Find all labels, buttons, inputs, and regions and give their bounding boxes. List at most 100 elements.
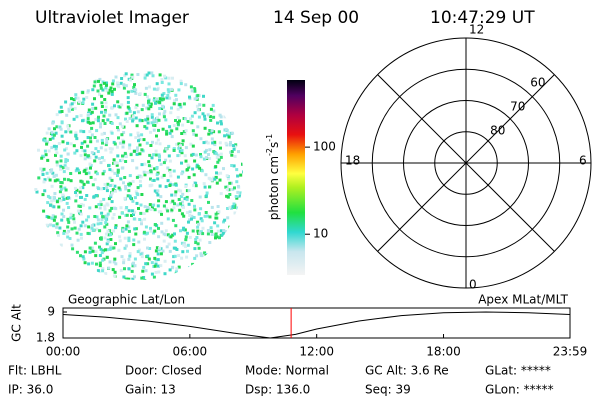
image-pixel bbox=[223, 115, 227, 119]
image-pixel bbox=[78, 190, 82, 194]
image-pixel bbox=[189, 117, 192, 121]
image-pixel bbox=[131, 119, 135, 123]
image-pixel bbox=[188, 95, 191, 99]
image-pixel bbox=[135, 175, 139, 179]
image-pixel bbox=[129, 133, 133, 137]
image-pixel bbox=[134, 232, 138, 236]
image-pixel bbox=[107, 91, 111, 95]
image-pixel bbox=[172, 124, 176, 127]
image-pixel bbox=[143, 92, 147, 96]
image-pixel bbox=[152, 87, 156, 91]
image-pixel bbox=[103, 225, 107, 229]
image-pixel bbox=[52, 218, 56, 222]
image-pixel bbox=[176, 122, 180, 126]
image-pixel bbox=[188, 266, 192, 270]
image-pixel bbox=[147, 164, 151, 168]
image-pixel bbox=[98, 92, 101, 96]
image-pixel bbox=[183, 154, 187, 158]
image-pixel bbox=[92, 152, 96, 156]
image-pixel bbox=[208, 115, 212, 119]
image-pixel bbox=[186, 120, 190, 123]
image-pixel bbox=[175, 142, 179, 146]
image-pixel bbox=[91, 107, 95, 110]
image-pixel bbox=[74, 191, 77, 194]
image-pixel bbox=[192, 216, 196, 219]
image-pixel bbox=[155, 82, 159, 86]
image-pixel bbox=[198, 238, 202, 242]
image-pixel bbox=[142, 276, 146, 279]
image-pixel bbox=[200, 169, 204, 173]
image-pixel bbox=[66, 158, 69, 162]
image-pixel bbox=[52, 205, 56, 209]
image-pixel bbox=[72, 117, 76, 121]
image-pixel bbox=[126, 96, 130, 100]
image-pixel bbox=[156, 177, 160, 181]
image-pixel bbox=[166, 233, 170, 237]
diag-line bbox=[377, 74, 555, 252]
image-pixel bbox=[100, 94, 104, 98]
image-pixel bbox=[221, 232, 225, 235]
image-pixel bbox=[98, 264, 102, 268]
x-tick-label: 12:00 bbox=[299, 345, 334, 359]
image-pixel bbox=[123, 267, 126, 271]
image-pixel bbox=[216, 121, 219, 125]
image-pixel bbox=[204, 173, 208, 177]
image-pixel bbox=[120, 255, 124, 259]
image-pixel bbox=[180, 212, 184, 216]
image-pixel bbox=[112, 274, 116, 278]
image-pixel bbox=[160, 81, 164, 84]
image-pixel bbox=[94, 118, 98, 121]
colorbar-tick-label: 100 bbox=[313, 140, 336, 154]
image-pixel bbox=[139, 252, 143, 256]
image-pixel bbox=[73, 226, 77, 230]
image-pixel bbox=[62, 208, 65, 212]
image-pixel bbox=[167, 154, 171, 158]
image-pixel bbox=[95, 172, 99, 176]
image-pixel bbox=[67, 206, 71, 209]
image-pixel bbox=[174, 183, 178, 187]
image-pixel bbox=[194, 238, 198, 241]
image-pixel bbox=[100, 101, 104, 105]
image-pixel bbox=[193, 87, 197, 90]
image-pixel bbox=[102, 187, 106, 190]
image-pixel bbox=[112, 213, 116, 216]
image-pixel bbox=[70, 97, 73, 101]
image-pixel bbox=[219, 192, 223, 196]
colorbar bbox=[287, 80, 305, 275]
image-pixel bbox=[234, 143, 238, 147]
image-pixel bbox=[218, 141, 222, 145]
image-pixel bbox=[168, 131, 172, 135]
image-pixel bbox=[227, 133, 231, 137]
image-pixel bbox=[128, 143, 132, 147]
image-pixel bbox=[152, 98, 156, 102]
image-pixel bbox=[222, 220, 225, 224]
image-pixel bbox=[152, 128, 156, 132]
image-pixel bbox=[140, 163, 144, 167]
image-pixel bbox=[143, 125, 147, 129]
image-pixel bbox=[105, 222, 109, 226]
image-pixel bbox=[58, 125, 62, 129]
image-pixel bbox=[152, 231, 156, 235]
image-pixel bbox=[164, 207, 168, 211]
image-pixel bbox=[166, 166, 170, 170]
image-pixel bbox=[75, 137, 79, 141]
image-pixel bbox=[202, 103, 206, 107]
image-pixel bbox=[143, 205, 147, 209]
image-pixel bbox=[105, 202, 109, 206]
image-pixel bbox=[171, 76, 174, 80]
image-pixel bbox=[104, 217, 108, 221]
image-pixel bbox=[190, 121, 194, 125]
image-pixel bbox=[143, 76, 147, 80]
image-pixel bbox=[197, 222, 201, 226]
image-pixel bbox=[239, 191, 243, 195]
image-pixel bbox=[60, 166, 64, 170]
image-pixel bbox=[208, 185, 211, 189]
image-pixel bbox=[149, 229, 153, 233]
status-field: Dsp: 136.0 bbox=[245, 383, 310, 397]
image-pixel bbox=[127, 146, 131, 150]
image-pixel bbox=[60, 181, 64, 185]
image-pixel bbox=[155, 246, 159, 250]
image-pixel bbox=[205, 191, 209, 195]
image-pixel bbox=[167, 76, 171, 80]
